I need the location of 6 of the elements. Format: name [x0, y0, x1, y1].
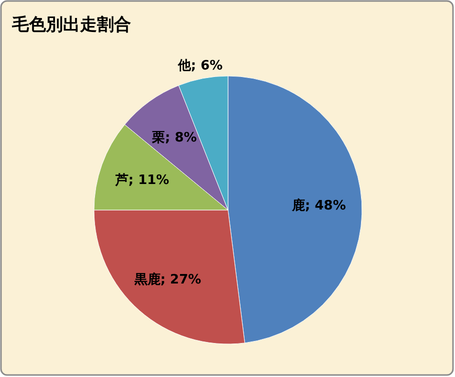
slice-label: 芦; 11% [114, 173, 170, 188]
slice-label: 黒鹿; 27% [133, 271, 202, 288]
slice-label: 鹿; 48% [291, 197, 346, 214]
chart-title: 毛色別出走割合 [11, 15, 131, 35]
slice-label: 他; 6% [176, 58, 223, 74]
slice-label: 栗; 8% [151, 130, 197, 146]
